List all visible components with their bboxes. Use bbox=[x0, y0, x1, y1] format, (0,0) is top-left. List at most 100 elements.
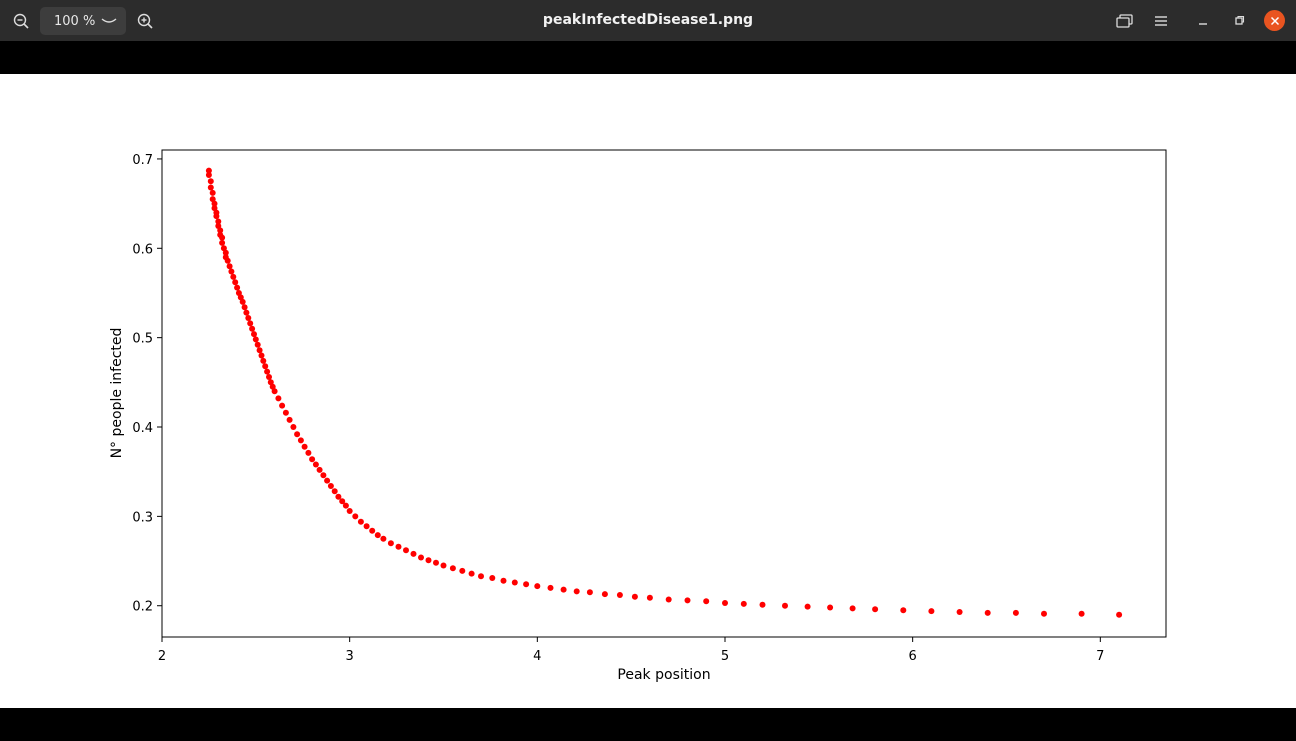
image-letterbox-top bbox=[0, 41, 1296, 74]
data-point bbox=[320, 472, 327, 479]
data-point bbox=[237, 294, 244, 301]
data-point bbox=[335, 493, 342, 500]
x-tick-label: 2 bbox=[158, 649, 166, 664]
data-point bbox=[534, 583, 541, 590]
y-tick-label: 0.4 bbox=[132, 421, 153, 436]
data-point bbox=[249, 325, 256, 332]
data-point bbox=[489, 575, 496, 581]
slideshow-icon[interactable] bbox=[1112, 8, 1138, 34]
chevron-down-icon[interactable] bbox=[100, 13, 118, 33]
data-point bbox=[252, 336, 259, 343]
data-point bbox=[363, 523, 370, 530]
data-point bbox=[586, 589, 593, 596]
restore-icon[interactable] bbox=[1226, 8, 1252, 34]
data-point bbox=[213, 213, 220, 220]
data-point bbox=[665, 596, 672, 603]
y-tick-label: 0.5 bbox=[132, 332, 153, 347]
data-point bbox=[500, 577, 507, 584]
data-point bbox=[219, 239, 226, 246]
minimize-icon[interactable] bbox=[1190, 8, 1216, 34]
data-point bbox=[327, 483, 334, 489]
data-point bbox=[459, 567, 466, 574]
x-tick-label: 7 bbox=[1096, 649, 1104, 664]
image-letterbox-bottom bbox=[0, 708, 1296, 741]
data-point bbox=[928, 608, 935, 615]
data-point bbox=[684, 597, 691, 604]
data-point bbox=[209, 196, 216, 203]
y-tick-label: 0.6 bbox=[132, 242, 153, 257]
data-point bbox=[256, 347, 263, 354]
data-point bbox=[224, 257, 231, 264]
data-point bbox=[207, 178, 214, 185]
hamburger-menu-icon[interactable] bbox=[1148, 8, 1174, 34]
data-point bbox=[369, 527, 376, 534]
data-point bbox=[449, 565, 456, 572]
data-point bbox=[956, 609, 963, 615]
data-point bbox=[352, 513, 359, 520]
data-point bbox=[262, 363, 269, 370]
x-tick-label: 4 bbox=[533, 649, 541, 664]
data-point bbox=[387, 540, 394, 547]
data-point bbox=[222, 249, 229, 256]
data-point bbox=[226, 263, 233, 270]
data-point bbox=[297, 437, 304, 444]
data-point bbox=[241, 304, 248, 311]
data-point bbox=[211, 205, 218, 212]
x-tick-label: 5 bbox=[721, 649, 729, 664]
data-point bbox=[418, 554, 424, 561]
data-point bbox=[1116, 611, 1123, 618]
data-point bbox=[631, 593, 638, 600]
data-point bbox=[266, 374, 272, 380]
data-point bbox=[782, 602, 788, 609]
data-point bbox=[1078, 610, 1085, 617]
data-point bbox=[245, 315, 252, 321]
data-point bbox=[403, 547, 409, 554]
x-axis-ticks: 2 3 4 5 6 7 bbox=[158, 637, 1104, 664]
zoom-in-icon[interactable] bbox=[132, 8, 158, 34]
close-button[interactable] bbox=[1264, 10, 1285, 31]
data-point bbox=[239, 298, 246, 305]
data-point bbox=[219, 234, 226, 241]
data-point bbox=[286, 416, 293, 423]
data-point bbox=[220, 245, 227, 252]
data-point bbox=[440, 562, 447, 569]
data-points bbox=[205, 167, 1123, 618]
data-point bbox=[290, 424, 297, 430]
data-point bbox=[872, 606, 879, 613]
y-tick-label: 0.2 bbox=[132, 600, 153, 615]
data-point bbox=[301, 443, 308, 450]
data-point bbox=[232, 279, 239, 286]
data-point bbox=[357, 518, 364, 525]
data-point bbox=[380, 535, 387, 542]
data-point bbox=[346, 508, 353, 514]
zoom-level-dropdown[interactable]: 100 % bbox=[40, 7, 126, 35]
data-point bbox=[425, 557, 432, 564]
data-point bbox=[740, 600, 747, 607]
data-point bbox=[260, 357, 267, 364]
data-point bbox=[243, 309, 250, 316]
data-point bbox=[601, 591, 608, 598]
zoom-level-value: 100 % bbox=[54, 13, 96, 29]
data-point bbox=[207, 184, 214, 191]
data-point bbox=[342, 502, 349, 509]
data-point bbox=[722, 600, 728, 606]
data-point bbox=[294, 431, 301, 438]
data-point bbox=[374, 532, 381, 539]
data-point bbox=[827, 604, 834, 611]
data-point bbox=[900, 607, 907, 614]
title-bar: 100 % peakInfectedDisease1.png bbox=[0, 0, 1296, 41]
zoom-out-icon[interactable] bbox=[8, 8, 34, 34]
data-point bbox=[275, 395, 282, 402]
x-axis-label: Peak position bbox=[617, 667, 710, 683]
data-point bbox=[316, 466, 323, 473]
y-axis-ticks: 0.2 0.3 0.4 0.5 0.6 0.7 bbox=[132, 153, 162, 615]
data-point bbox=[282, 409, 289, 416]
data-point bbox=[478, 573, 484, 580]
data-point bbox=[217, 227, 224, 234]
data-point bbox=[410, 550, 417, 557]
data-point bbox=[1012, 609, 1019, 616]
data-point bbox=[616, 592, 623, 598]
y-tick-label: 0.7 bbox=[132, 153, 153, 168]
